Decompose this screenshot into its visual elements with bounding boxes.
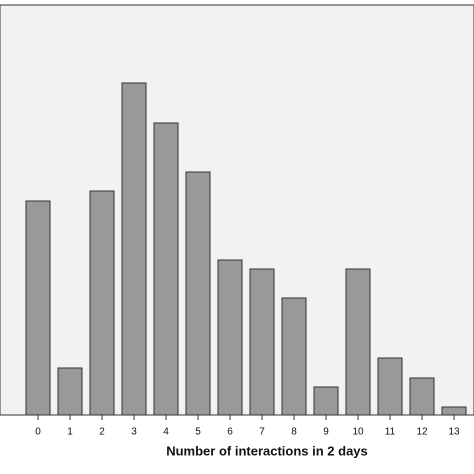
x-tick-label: 8 (291, 427, 297, 438)
x-tick-label: 4 (163, 427, 169, 438)
bar (89, 190, 115, 416)
bar (345, 268, 371, 416)
bar (57, 367, 83, 416)
bar (185, 171, 211, 416)
bar (409, 377, 435, 416)
x-tick-label: 11 (385, 427, 396, 438)
x-tick-label: 2 (99, 427, 105, 438)
bar (249, 268, 275, 416)
x-tick-label: 6 (227, 427, 233, 438)
x-tick-label: 10 (352, 427, 364, 438)
bar (25, 200, 51, 416)
x-tick-label: 0 (35, 427, 41, 438)
x-axis-title: Number of interactions in 2 days (166, 443, 368, 458)
bar (121, 82, 147, 416)
x-tick-label: 7 (259, 427, 265, 438)
x-tick-label: 12 (416, 427, 428, 438)
x-tick-label: 5 (195, 427, 201, 438)
bar (217, 259, 243, 416)
bar (441, 406, 467, 416)
bar (313, 386, 339, 416)
x-tick-label: 1 (67, 427, 73, 438)
x-tick-label: 13 (448, 427, 460, 438)
x-tick-label: 9 (323, 427, 329, 438)
bar (377, 357, 403, 416)
bar (153, 122, 179, 416)
bar (281, 297, 307, 416)
x-tick-label: 3 (131, 427, 137, 438)
